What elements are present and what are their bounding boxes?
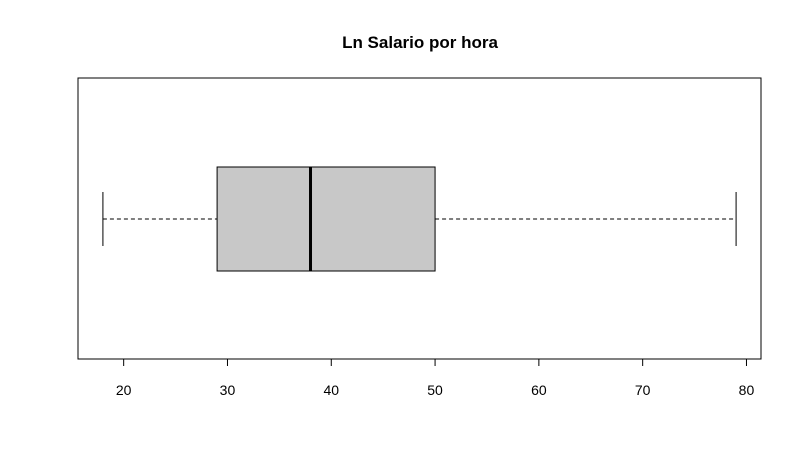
x-tick-label-50: 50 bbox=[427, 382, 443, 398]
x-tick-label-60: 60 bbox=[531, 382, 547, 398]
chart-title: Ln Salario por hora bbox=[342, 33, 498, 52]
x-tick-label-80: 80 bbox=[739, 382, 755, 398]
x-axis: 20 30 40 50 60 70 80 bbox=[116, 358, 755, 398]
boxplot bbox=[102, 166, 737, 272]
x-tick-label-40: 40 bbox=[323, 382, 339, 398]
x-tick-label-30: 30 bbox=[220, 382, 236, 398]
x-tick-label-70: 70 bbox=[635, 382, 651, 398]
x-tick-label-20: 20 bbox=[116, 382, 132, 398]
interquartile-box bbox=[216, 166, 436, 272]
